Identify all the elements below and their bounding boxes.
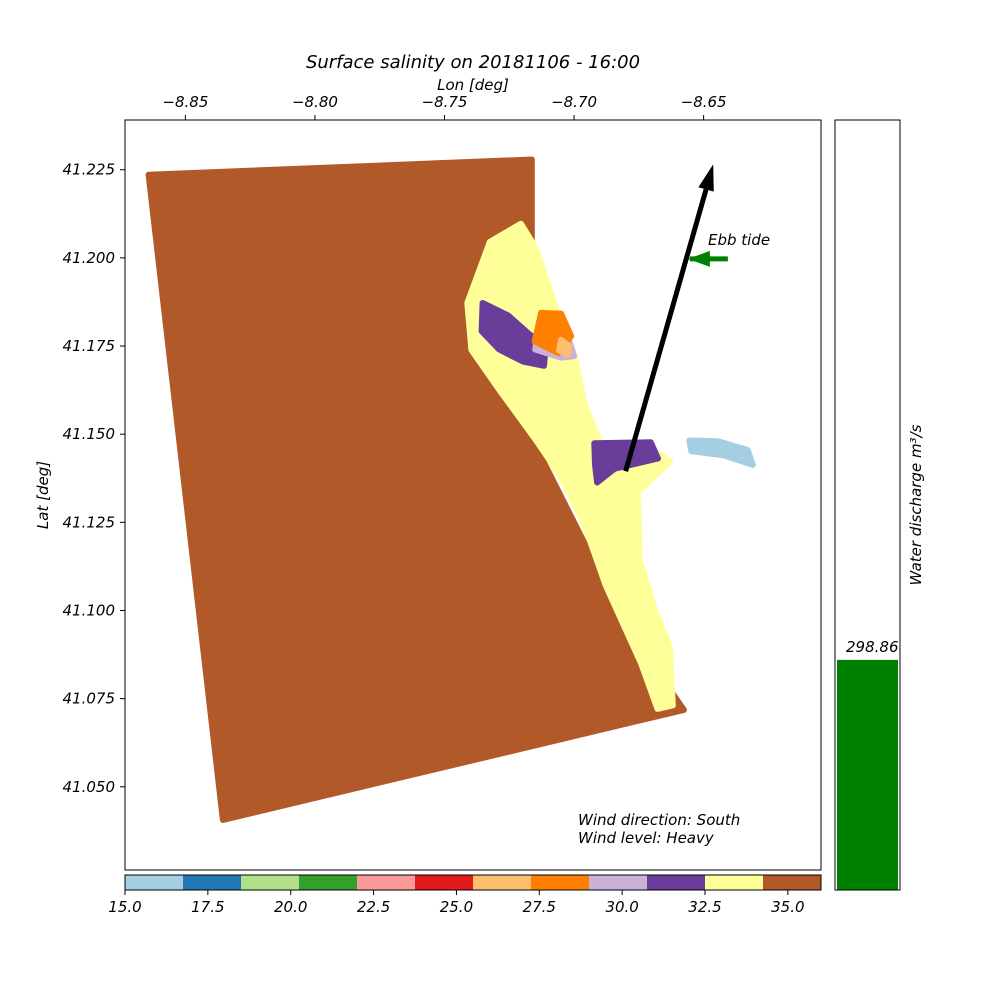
y-tick-label: 41.175 (63, 337, 116, 355)
plot-frame (124, 119, 822, 871)
colorbar-swatch (763, 875, 822, 890)
x-axis-label: Lon [deg] (437, 76, 509, 94)
salinity-region-2 (478, 300, 549, 369)
y-tick-label: 41.050 (63, 778, 116, 796)
wind-level-text: Wind level: Heavy (578, 829, 715, 847)
colorbar-swatch (647, 875, 706, 890)
colorbar-tick-label: 17.5 (191, 898, 224, 916)
colorbar-swatch (357, 875, 416, 890)
colorbar-swatch (415, 875, 474, 890)
x-tick-label: −8.80 (292, 93, 338, 111)
colorbar-tick-label: 20.0 (274, 898, 307, 916)
colorbar-swatch (241, 875, 300, 890)
colorbar-swatch (299, 875, 358, 890)
y-axis-ticks: 41.225 41.200 41.175 41.150 41.125 41.100 41.0… (63, 161, 125, 796)
salinity-map (145, 156, 756, 823)
x-tick-label: −8.70 (551, 93, 597, 111)
y-axis-label: Lat [deg] (34, 461, 52, 529)
map-overlays (623, 164, 728, 472)
discharge-bar (837, 659, 898, 890)
colorbar-tick-label: 25.0 (440, 898, 473, 916)
x-tick-label: −8.65 (681, 93, 727, 111)
colorbar-tick-label: 30.0 (605, 898, 638, 916)
colorbar-swatch (589, 875, 648, 890)
y-tick-label: 41.225 (63, 161, 116, 179)
colorbar-tick-label: 27.5 (523, 898, 556, 916)
x-tick-label: −8.85 (162, 93, 208, 111)
chart-title: Surface salinity on 20181106 - 16:00 (306, 52, 640, 73)
y-tick-label: 41.150 (63, 425, 116, 443)
colorbar-swatch (183, 875, 242, 890)
salinity-region-7 (686, 437, 756, 468)
x-tick-label: −8.75 (422, 93, 468, 111)
salinity-region-6 (556, 336, 572, 358)
y-tick-label: 41.200 (63, 249, 116, 267)
colorbar-frame (124, 874, 822, 891)
wind-direction-text: Wind direction: South (578, 811, 740, 829)
colorbar-swatch (531, 875, 590, 890)
tide-arrow-head (687, 250, 710, 267)
y-tick-label: 41.125 (63, 513, 116, 531)
colorbar-tick-label: 35.0 (771, 898, 804, 916)
colorbar-swatch (473, 875, 532, 890)
colorbar-swatch (125, 875, 184, 890)
flow-arrow-shaft (623, 188, 709, 472)
colorbar-tick-label: 22.5 (357, 898, 390, 916)
x-axis-ticks: −8.85 −8.80 −8.75 −8.70 −8.65 (162, 93, 727, 120)
flow-arrow-head (698, 164, 714, 192)
discharge-axis-label: Water discharge m³/s (907, 424, 925, 585)
discharge-value-label: 298.86 (846, 638, 899, 656)
colorbar-tick-label: 15.0 (108, 898, 141, 916)
tide-label: Ebb tide (708, 231, 770, 249)
salinity-colorbar: 15.0 17.5 20.0 22.5 25.0 27.5 30.0 32.5 35.0 (108, 875, 822, 916)
discharge-panel: 298.86 (837, 638, 899, 890)
colorbar-swatch (705, 875, 764, 890)
discharge-frame (834, 119, 901, 891)
y-tick-label: 41.100 (63, 601, 116, 619)
colorbar-tick-label: 32.5 (688, 898, 721, 916)
y-tick-label: 41.075 (63, 690, 116, 708)
